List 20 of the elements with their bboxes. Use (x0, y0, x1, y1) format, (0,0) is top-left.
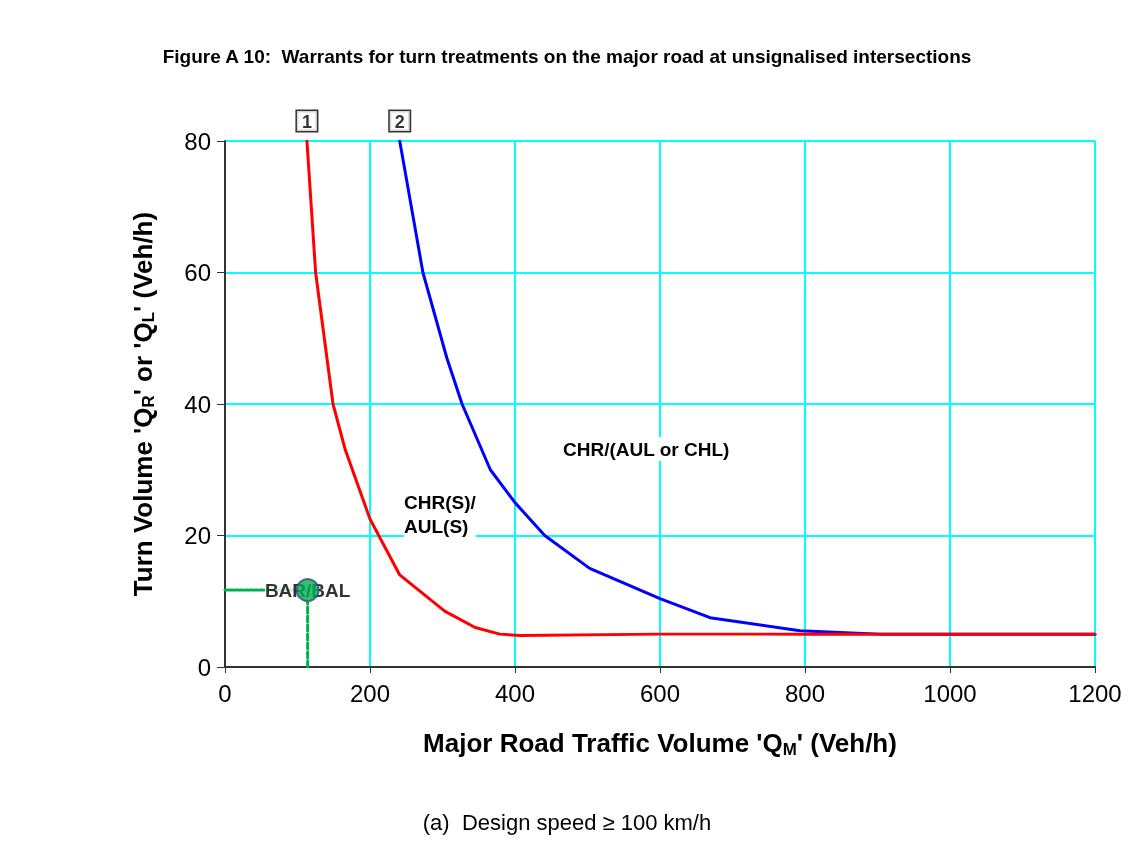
chart-title: Figure A 10: Warrants for turn treatments on the major road at unsignalised intersections (162, 46, 972, 67)
text: (a) Design speed ≥ 100 km/h (422, 809, 712, 835)
y-tick-label: 20 (184, 522, 211, 549)
x-tick-label: 600 (639, 679, 681, 707)
annotation: 1 (301, 112, 312, 132)
y-tick-label: 60 (184, 259, 211, 286)
x-tick-label: 1200 (1068, 679, 1122, 707)
y-tick-label: 0 (197, 653, 211, 681)
x-tick-label: 200 (349, 679, 391, 707)
x-tick-label: 0 (218, 679, 232, 707)
annotation: 2 (394, 112, 405, 132)
y-axis-title: Turn Volume 'QR' or 'QL' (Veh/h) (127, 211, 158, 597)
x-tick-label: 400 (494, 679, 536, 707)
y-tick-label: 40 (184, 390, 211, 418)
annotation: CHR(S)/ AUL(S) (404, 491, 477, 537)
x-axis-title: Major Road Traffic Volume 'QM' (Veh/h) (423, 728, 897, 759)
x-tick-label: 800 (784, 679, 826, 707)
x-tick-label: 1000 (923, 679, 977, 707)
y-tick-label: 80 (184, 127, 211, 155)
annotation: CHR/(AUL or CHL) (563, 438, 730, 460)
